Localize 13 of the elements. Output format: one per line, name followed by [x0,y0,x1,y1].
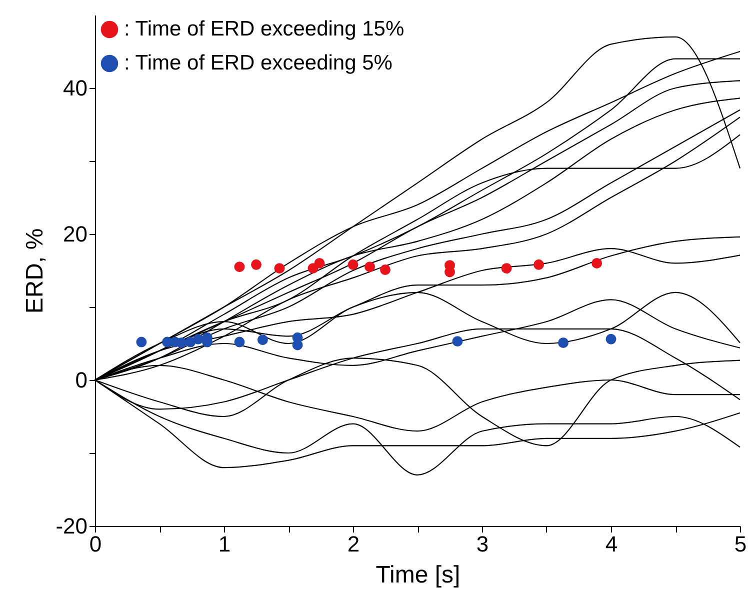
x-axis-title: Time [s] [376,562,460,588]
y-axis-title: ERD, % [22,228,49,314]
y-tick-label: 20 [63,222,88,246]
y-tick-label: -20 [56,514,88,538]
x-tick-label: 4 [605,532,618,556]
x-tick-label: 3 [476,532,489,556]
legend-label: : Time of ERD exceeding 5% [124,52,392,74]
y-tick-label: 0 [75,368,88,392]
x-tick-label: 1 [218,532,231,556]
x-tick-label: 5 [734,532,747,556]
x-tick-label: 2 [347,532,360,556]
legend-label: : Time of ERD exceeding 15% [124,18,404,40]
y-tick-label: 40 [63,76,88,100]
